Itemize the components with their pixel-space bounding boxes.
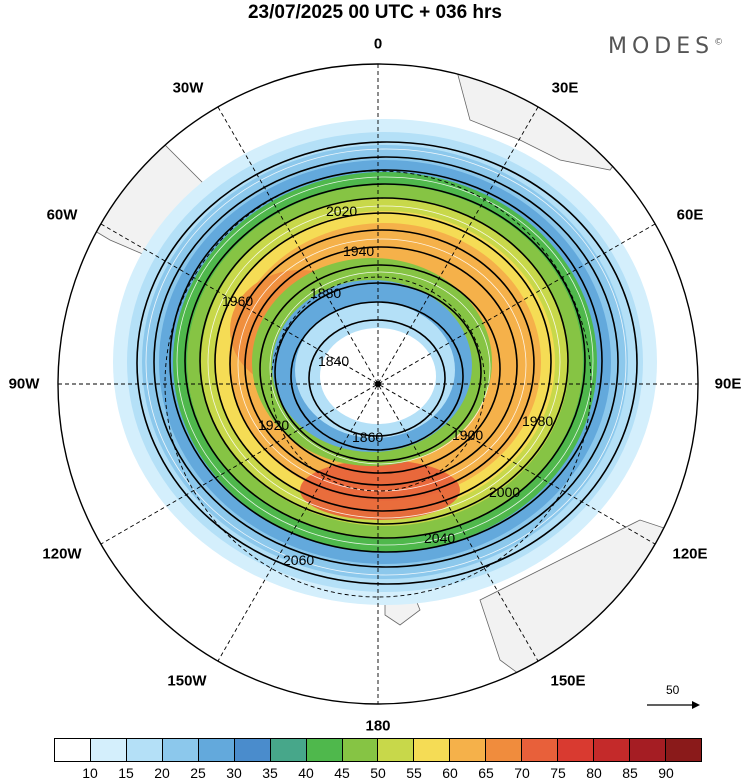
colorbar-label: 40 xyxy=(298,765,314,781)
lon-label-90e: 90E xyxy=(714,375,742,393)
lon-label-150w: 150W xyxy=(167,672,207,690)
contour-label: 1880 xyxy=(310,285,341,301)
lon-label-150e: 150E xyxy=(550,672,586,690)
colorbar-label: 20 xyxy=(154,765,170,781)
colorbar-bin xyxy=(90,739,127,761)
contour-label: 1980 xyxy=(522,413,553,429)
graticule xyxy=(58,64,698,704)
colorbar xyxy=(54,738,702,762)
colorbar-bin xyxy=(630,739,666,761)
colorbar-label: 75 xyxy=(550,765,566,781)
map-boundary xyxy=(57,63,699,705)
contour-label: 1900 xyxy=(452,427,483,443)
south-pole-marker xyxy=(375,381,381,387)
colorbar-label: 55 xyxy=(406,765,422,781)
colorbar-label: 60 xyxy=(442,765,458,781)
colorbar-bin xyxy=(162,739,199,761)
lon-label-120w: 120W xyxy=(42,545,82,563)
colorbar-bin xyxy=(378,739,415,761)
lon-label-120e: 120E xyxy=(672,545,708,563)
lon-label-30w: 30W xyxy=(172,79,204,97)
colorbar-label: 10 xyxy=(82,765,98,781)
colorbar-bin xyxy=(234,739,271,761)
lon-label-30e: 30E xyxy=(551,79,579,97)
colorbar-label: 80 xyxy=(586,765,602,781)
lon-label-0: 0 xyxy=(373,35,383,53)
modes-logo: MODES© xyxy=(608,34,724,59)
map-title: 23/07/2025 00 UTC + 036 hrs xyxy=(247,2,503,23)
wind-reference-arrow xyxy=(647,701,700,709)
contour-labels: 1840 1860 1880 1900 1920 1940 1960 1980 … xyxy=(222,203,553,568)
contour-label: 1860 xyxy=(352,429,383,445)
colorbar-bin xyxy=(522,739,559,761)
colorbar-bin xyxy=(558,739,595,761)
colorbar-label: 15 xyxy=(118,765,134,781)
colorbar-label: 50 xyxy=(370,765,386,781)
colorbar-bin xyxy=(486,739,523,761)
lon-label-60w: 60W xyxy=(46,206,78,224)
colorbar-labels: 10 15 20 25 30 35 40 45 50 55 60 65 70 75 80 85 90 xyxy=(0,765,750,781)
colorbar-bin xyxy=(665,739,701,761)
contour-label: 1840 xyxy=(318,353,349,369)
contour-label: 1960 xyxy=(222,293,253,309)
colorbar-label: 70 xyxy=(514,765,530,781)
colorbar-bin xyxy=(450,739,487,761)
colorbar-bin xyxy=(594,739,630,761)
colorbar-label: 25 xyxy=(190,765,206,781)
contour-label: 2020 xyxy=(326,203,357,219)
colorbar-label: 65 xyxy=(478,765,494,781)
wind-reference-label: 50 xyxy=(666,683,680,697)
colorbar-label: 30 xyxy=(226,765,242,781)
height-contours xyxy=(136,141,638,585)
colorbar-bin xyxy=(306,739,343,761)
lon-label-180: 180 xyxy=(365,717,391,735)
colorbar-bin xyxy=(198,739,235,761)
contour-label: 2040 xyxy=(424,530,455,546)
lon-label-90w: 90W xyxy=(8,375,40,393)
contour-label: 2060 xyxy=(283,552,314,568)
colorbar-label: 45 xyxy=(334,765,350,781)
contour-label: 1940 xyxy=(343,243,374,259)
colorbar-bin xyxy=(126,739,163,761)
contour-label: 2000 xyxy=(489,484,520,500)
colorbar-label: 90 xyxy=(658,765,674,781)
lon-label-60e: 60E xyxy=(676,206,704,224)
contour-label: 1920 xyxy=(258,417,289,433)
colorbar-bin xyxy=(55,739,91,761)
colorbar-label: 85 xyxy=(622,765,638,781)
colorbar-bin xyxy=(342,739,379,761)
wind-speed-shading xyxy=(113,119,657,605)
colorbar-bin xyxy=(270,739,307,761)
colorbar-label: 35 xyxy=(262,765,278,781)
colorbar-bin xyxy=(414,739,451,761)
